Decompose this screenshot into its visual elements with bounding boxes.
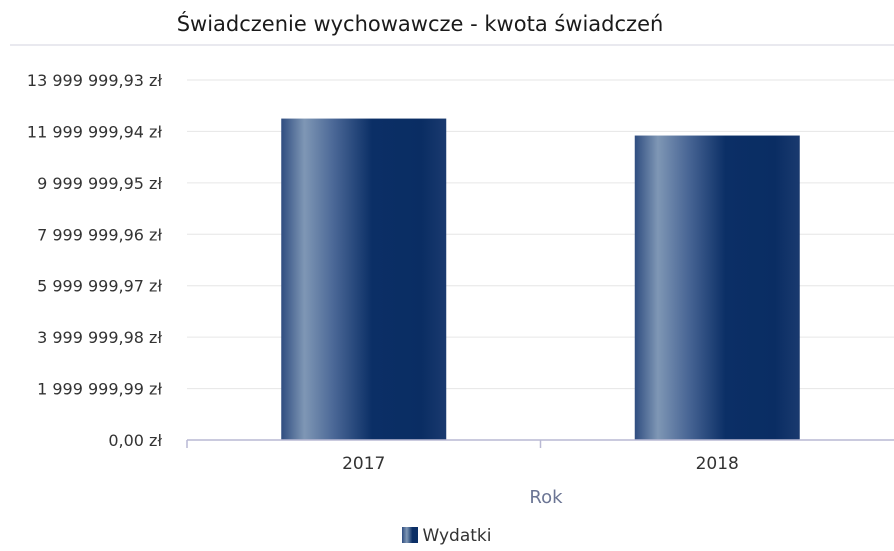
y-tick-label: 0,00 zł bbox=[108, 431, 162, 450]
bar-chart: 0,00 zł 1 999 999,99 zł 3 999 999,98 zł 5 9… bbox=[27, 71, 894, 508]
x-tick-label: 2018 bbox=[696, 454, 739, 474]
legend-swatch-icon bbox=[402, 527, 419, 543]
chart-title: Świadczenie wychowawcze - kwota świadcze… bbox=[176, 12, 664, 36]
y-tick-label: 13 999 999,93 zł bbox=[27, 71, 163, 90]
title-divider bbox=[10, 44, 894, 46]
y-tick-label: 3 999 999,98 zł bbox=[37, 328, 162, 347]
bar-2017[interactable] bbox=[281, 118, 447, 441]
legend-label: Wydatki bbox=[422, 526, 492, 546]
y-tick-label: 7 999 999,96 zł bbox=[37, 225, 162, 244]
x-axis-title: Rok bbox=[529, 487, 563, 508]
x-tick-label: 2017 bbox=[342, 454, 385, 474]
y-tick-label: 5 999 999,97 zł bbox=[37, 277, 162, 296]
y-tick-label: 11 999 999,94 zł bbox=[27, 122, 163, 141]
y-tick-label: 9 999 999,95 zł bbox=[37, 174, 162, 193]
y-tick-label: 1 999 999,99 zł bbox=[37, 380, 162, 399]
bar-2018[interactable] bbox=[634, 135, 800, 441]
legend[interactable]: Wydatki bbox=[0, 526, 894, 546]
